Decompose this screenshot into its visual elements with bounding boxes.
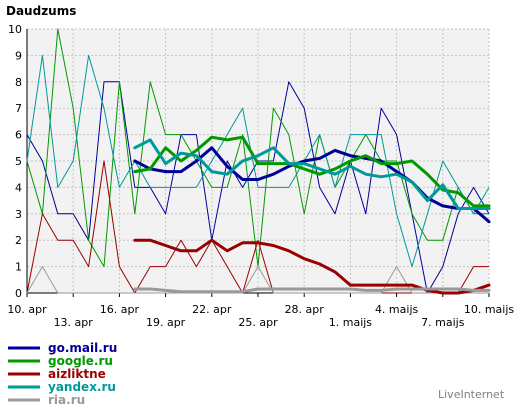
- trend-line-3: [133, 138, 491, 210]
- y-tick-label: 4: [15, 181, 22, 194]
- x-tick-label: 10. maijs: [464, 303, 515, 316]
- y-tick-label: 2: [15, 234, 22, 247]
- x-tick-label: 22. apr: [192, 303, 232, 316]
- x-tick-label: 7. maijs: [421, 316, 465, 329]
- series-line-3: [26, 54, 490, 268]
- x-tick-label: 13. apr: [54, 316, 94, 329]
- y-tick-label: 6: [15, 129, 22, 142]
- legend-label-1: google.ru: [48, 354, 113, 368]
- x-tick-label: 1. maijs: [329, 316, 373, 329]
- watermark-text: LiveInternet: [438, 388, 505, 401]
- y-tick-label: 5: [15, 155, 22, 168]
- legend-label-2: aizliktne: [48, 367, 106, 381]
- x-tick-label: 16. apr: [100, 303, 140, 316]
- x-tick-label: 4. maijs: [375, 303, 419, 316]
- legend-label-3: yandex.ru: [48, 380, 116, 394]
- y-tick-label: 1: [15, 261, 22, 274]
- legend: go.mail.rugoogle.ruaizliktneyandex.ruria…: [8, 341, 117, 407]
- x-tick-label: 28. apr: [285, 303, 325, 316]
- y-tick-label: 10: [8, 23, 22, 36]
- trend-line-4: [133, 287, 491, 294]
- series-line-4: [26, 266, 489, 294]
- y-tick-label: 8: [15, 76, 22, 89]
- y-tick-label: 0: [15, 287, 22, 300]
- x-tick-label: 25. apr: [238, 316, 278, 329]
- x-tick-label: 10. apr: [7, 303, 47, 316]
- legend-label-4: ria.ru: [48, 393, 85, 405]
- x-tick-label: 19. apr: [146, 316, 186, 329]
- y-tick-label: 3: [15, 208, 22, 221]
- plot-area: 0 1 2 3 4 5 6 7 8 9 10 10. apr 13. apr 16. apr 19. apr…: [7, 23, 514, 329]
- trend-line-2: [133, 238, 491, 295]
- y-tick-label: 9: [15, 49, 22, 62]
- legend-label-0: go.mail.ru: [48, 341, 117, 355]
- trend-line-1: [133, 135, 491, 208]
- chart-title: Daudzums: [6, 4, 76, 18]
- y-tick-label: 7: [15, 102, 22, 115]
